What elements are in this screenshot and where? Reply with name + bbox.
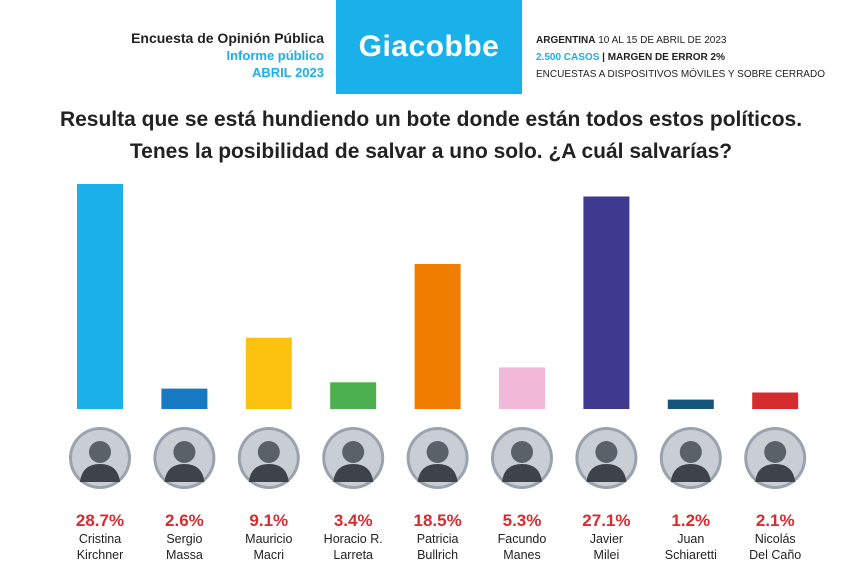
- avatar-head-icon: [342, 441, 365, 463]
- category-label-4-line-0: Patricia: [417, 532, 459, 546]
- bar-1: [161, 388, 208, 409]
- candidate-avatar-0: [69, 427, 131, 489]
- report-type: Informe público: [226, 48, 325, 63]
- bar-6: [583, 196, 630, 409]
- survey-margin: | MARGEN DE ERROR 2%: [599, 52, 725, 63]
- value-label-3: 3.4%: [334, 511, 373, 530]
- value-label-5: 5.3%: [503, 511, 542, 530]
- avatar-head-icon: [89, 441, 111, 463]
- value-label-2: 9.1%: [249, 511, 288, 530]
- brand-logo: Giacobbe: [336, 0, 522, 94]
- category-label-1-line-1: Massa: [166, 548, 203, 562]
- avatar-head-icon: [595, 441, 618, 463]
- brand-logo-text: Giacobbe: [358, 30, 500, 63]
- candidate-avatar-3: [322, 427, 385, 489]
- survey-location-dates: ARGENTINA 10 AL 15 DE ABRIL DE 2023: [536, 32, 825, 49]
- avatar-head-icon: [511, 441, 533, 463]
- avatar-shoulders-icon: [417, 464, 458, 482]
- survey-question: Resulta que se está hundiendo un bote do…: [0, 104, 862, 168]
- avatar-head-icon: [679, 441, 702, 463]
- avatar-shoulders-icon: [755, 464, 796, 482]
- survey-details: ARGENTINA 10 AL 15 DE ABRIL DE 2023 2.50…: [536, 32, 825, 83]
- bar-0: [77, 184, 123, 409]
- category-label-8-line-1: Del Caño: [749, 548, 801, 562]
- report-date: ABRIL 2023: [251, 65, 324, 80]
- value-label-4: 18.5%: [413, 511, 461, 530]
- category-label-1-line-0: Sergio: [166, 532, 202, 546]
- category-label-8-line-0: Nicolás: [755, 532, 796, 546]
- category-label-6-line-0: Javier: [590, 532, 623, 546]
- category-label-7-line-1: Schiaretti: [665, 548, 717, 562]
- category-label-2-line-1: Macri: [254, 548, 285, 562]
- survey-title: Encuesta de Opinión Pública: [131, 30, 324, 46]
- avatar-shoulders-icon: [502, 464, 542, 482]
- report-header: Encuesta de Opinión Pública Informe públ…: [0, 0, 862, 95]
- candidate-avatar-1: [153, 427, 216, 489]
- avatar-shoulders-icon: [164, 464, 205, 482]
- avatar-shoulders-icon: [80, 464, 120, 482]
- survey-cases: 2.500 CASOS: [536, 52, 600, 63]
- avatar-shoulders-icon: [670, 464, 711, 482]
- bar-5: [499, 367, 545, 409]
- avatar-head-icon: [173, 441, 196, 463]
- candidate-avatar-8: [744, 427, 807, 489]
- bar-3: [330, 382, 377, 409]
- avatar-shoulders-icon: [333, 464, 374, 482]
- candidate-avatar-5: [491, 427, 553, 489]
- avatar-shoulders-icon: [248, 464, 289, 482]
- survey-country: ARGENTINA: [536, 35, 596, 46]
- header-left-block: Encuesta de Opinión Pública Informe públ…: [131, 30, 324, 81]
- category-label-0-line-0: Cristina: [79, 532, 121, 546]
- candidate-avatar-6: [575, 427, 638, 489]
- survey-sample: 2.500 CASOS | MARGEN DE ERROR 2%: [536, 49, 825, 66]
- question-line-2: Tenes la posibilidad de salvar a uno sol…: [129, 140, 733, 163]
- value-label-6: 27.1%: [582, 511, 630, 530]
- bar-2: [245, 337, 292, 409]
- category-label-5-line-0: Facundo: [498, 532, 547, 546]
- candidate-avatar-7: [659, 427, 722, 489]
- category-label-6-line-1: Milei: [594, 548, 620, 562]
- avatar-head-icon: [764, 441, 787, 463]
- bar-4: [414, 264, 461, 409]
- avatar-head-icon: [257, 441, 280, 463]
- category-label-5-line-1: Manes: [503, 548, 541, 562]
- question-line-1: Resulta que se está hundiendo un bote do…: [59, 108, 803, 131]
- category-label-4-line-1: Bullrich: [417, 548, 458, 562]
- value-label-1: 2.6%: [165, 511, 204, 530]
- category-label-3-line-0: Horacio R.: [324, 532, 383, 546]
- candidate-avatar-4: [406, 427, 469, 489]
- value-label-7: 1.2%: [671, 511, 710, 530]
- category-label-2-line-0: Mauricio: [245, 532, 292, 546]
- value-label-8: 2.1%: [756, 511, 795, 530]
- avatar-head-icon: [426, 441, 449, 463]
- category-label-3-line-1: Larreta: [333, 548, 373, 562]
- category-label-0-line-1: Kirchner: [77, 548, 124, 562]
- bar-8: [752, 392, 799, 409]
- category-label-7-line-0: Juan: [677, 532, 704, 546]
- survey-method: ENCUESTAS A DISPOSITIVOS MÓVILES Y SOBRE…: [536, 69, 825, 80]
- avatar-shoulders-icon: [586, 464, 627, 482]
- candidate-avatar-2: [237, 427, 300, 489]
- survey-dates: 10 AL 15 DE ABRIL DE 2023: [595, 35, 727, 46]
- value-label-0: 28.7%: [76, 511, 124, 530]
- bar-7: [667, 399, 714, 409]
